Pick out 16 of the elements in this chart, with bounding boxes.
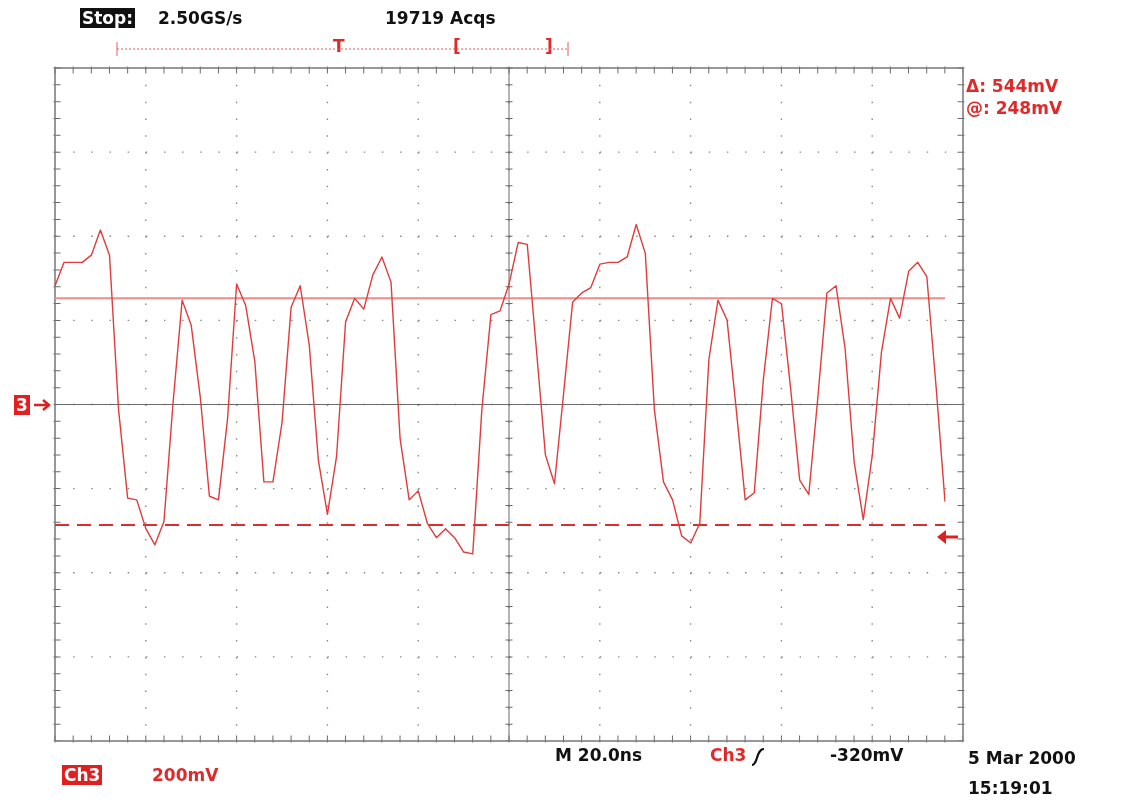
text: Ch3 [710, 745, 747, 765]
text: 15:19:01 [968, 778, 1053, 798]
text: M 20.0ns [555, 745, 643, 765]
text: 200mV [152, 765, 219, 785]
text: 19719 Acqs [385, 8, 496, 28]
text: Ch3 [62, 765, 103, 785]
text: ] [545, 36, 553, 56]
text: @: 248mV [966, 98, 1063, 118]
text: -320mV [830, 745, 904, 765]
text: 5 Mar 2000 [968, 748, 1076, 768]
text: 2.50GS/s [158, 8, 243, 28]
text: 3 [14, 395, 30, 415]
text: [ [453, 36, 461, 56]
text: Stop: [80, 8, 136, 28]
text: Δ: 544mV [966, 76, 1059, 96]
text: T [333, 36, 345, 56]
